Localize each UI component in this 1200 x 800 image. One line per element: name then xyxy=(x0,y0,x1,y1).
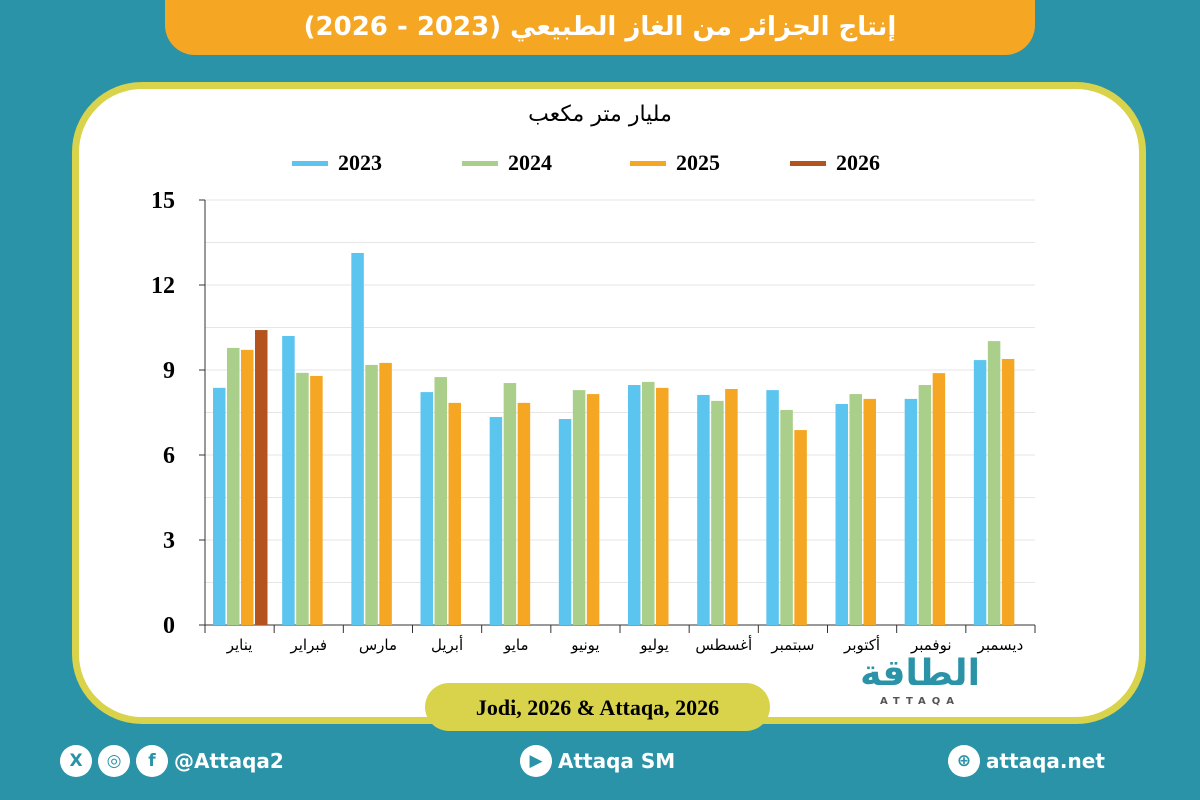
bar-2023 xyxy=(973,360,987,625)
x-tick-label: نوفمبر xyxy=(910,636,952,654)
x-tick-label: يونيو xyxy=(570,636,599,654)
youtube-link[interactable]: ▶ Attaqa SM xyxy=(520,745,675,777)
y-tick-label: 12 xyxy=(151,273,175,299)
bar-2023 xyxy=(351,252,364,625)
bar-2023 xyxy=(558,419,572,625)
bar-2025 xyxy=(794,430,807,625)
x-tick-label: يوليو xyxy=(639,636,669,654)
social-links: X ◎ f @Attaqa2 xyxy=(60,745,284,777)
bar-2024 xyxy=(987,341,1001,625)
y-tick-label: 6 xyxy=(163,443,175,469)
bar-2025 xyxy=(1001,358,1015,625)
x-tick-label: ديسمبر xyxy=(977,636,1024,654)
y-tick-label: 0 xyxy=(163,613,175,639)
bar-2025 xyxy=(586,394,600,625)
instagram-icon[interactable]: ◎ xyxy=(98,745,130,777)
x-tick-label: فبراير xyxy=(289,636,327,654)
legend-item-2026: 2026 xyxy=(790,150,880,176)
y-tick-label: 3 xyxy=(163,528,175,554)
bar-2023 xyxy=(420,392,433,625)
bar-2025 xyxy=(863,398,876,625)
website-link[interactable]: ⊕ attaqa.net xyxy=(948,745,1105,777)
y-axis-unit: مليار متر مكعب xyxy=(528,102,672,127)
bar-2023 xyxy=(766,390,779,625)
y-tick-label: 15 xyxy=(151,188,175,214)
bar-2024 xyxy=(365,364,378,625)
bar-2024 xyxy=(711,400,724,625)
title-banner: إنتاج الجزائر من الغاز الطبيعي (2023 - 2… xyxy=(165,0,1035,55)
x-tick-label: أغسطس xyxy=(695,635,752,654)
bar-2023 xyxy=(835,404,848,625)
legend-item-2023: 2023 xyxy=(292,150,382,176)
legend-item-2024: 2024 xyxy=(462,150,552,176)
bar-2023 xyxy=(628,385,641,625)
bar-2023 xyxy=(697,394,710,625)
facebook-icon[interactable]: f xyxy=(136,745,168,777)
bar-2024 xyxy=(849,394,862,625)
x-tick-label: أبريل xyxy=(431,635,463,654)
bar-2025 xyxy=(725,388,738,625)
x-tick-label: مارس xyxy=(359,636,397,654)
legend: 2023 2024 2025 2026 xyxy=(0,150,1200,180)
attaqa-logo: الطاقة ATTAQA xyxy=(860,653,980,707)
bar-2024 xyxy=(296,372,309,625)
bar-2024 xyxy=(227,347,240,625)
bar-2023 xyxy=(904,398,918,625)
bar-2025 xyxy=(310,375,323,625)
source-label: Jodi, 2026 & Attaqa, 2026 xyxy=(425,683,770,731)
x-tick-label: يناير xyxy=(226,636,253,654)
social-handle[interactable]: @Attaqa2 xyxy=(174,749,284,773)
youtube-icon: ▶ xyxy=(520,745,552,777)
bar-2025 xyxy=(932,373,946,625)
y-tick-label: 9 xyxy=(163,358,175,384)
bar-2026 xyxy=(255,330,268,625)
chart-title: إنتاج الجزائر من الغاز الطبيعي (2023 - 2… xyxy=(303,12,897,42)
bar-2025 xyxy=(448,402,461,625)
legend-item-2025: 2025 xyxy=(630,150,720,176)
bar-2024 xyxy=(642,381,655,625)
bar-2024 xyxy=(503,383,517,625)
bar-2024 xyxy=(434,377,447,625)
x-tick-label: أكتوبر xyxy=(843,635,880,654)
bar-2023 xyxy=(282,336,295,625)
globe-icon: ⊕ xyxy=(948,745,980,777)
bar-2023 xyxy=(489,417,503,625)
bar-2025 xyxy=(656,387,669,625)
bar-2024 xyxy=(780,409,793,625)
x-icon[interactable]: X xyxy=(60,745,92,777)
x-tick-label: سبتمبر xyxy=(770,636,814,654)
bar-2025 xyxy=(379,362,392,625)
bar-2023 xyxy=(213,387,226,625)
bar-2024 xyxy=(572,390,586,625)
bar-2025 xyxy=(517,402,531,625)
bar-2025 xyxy=(241,349,254,625)
x-tick-label: مايو xyxy=(503,636,529,654)
bar-2024 xyxy=(918,385,932,625)
